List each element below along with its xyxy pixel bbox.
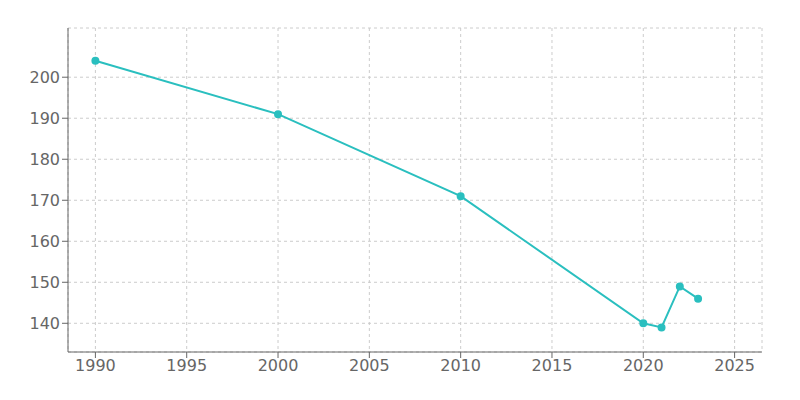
svg-text:2015: 2015 [532, 356, 573, 375]
svg-text:150: 150 [29, 273, 60, 292]
svg-text:190: 190 [29, 109, 60, 128]
svg-text:2010: 2010 [440, 356, 481, 375]
svg-text:1995: 1995 [166, 356, 207, 375]
svg-text:160: 160 [29, 232, 60, 251]
svg-text:180: 180 [29, 150, 60, 169]
svg-text:2005: 2005 [349, 356, 390, 375]
svg-text:140: 140 [29, 314, 60, 333]
svg-text:2020: 2020 [623, 356, 664, 375]
svg-text:2000: 2000 [258, 356, 299, 375]
svg-text:200: 200 [29, 68, 60, 87]
svg-text:2025: 2025 [714, 356, 755, 375]
svg-text:1990: 1990 [75, 356, 116, 375]
svg-text:170: 170 [29, 191, 60, 210]
